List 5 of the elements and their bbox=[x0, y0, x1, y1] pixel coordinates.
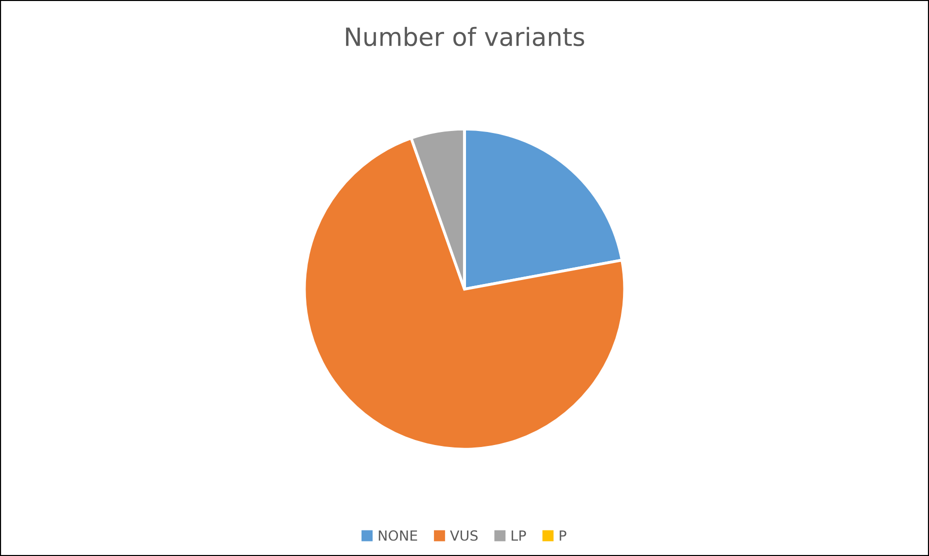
legend-label: NONE bbox=[378, 530, 418, 541]
chart-title: Number of variants bbox=[346, 26, 584, 46]
legend-label: P bbox=[560, 530, 566, 541]
legend-label: LP bbox=[512, 530, 526, 541]
legend-label: VUS bbox=[450, 530, 478, 541]
